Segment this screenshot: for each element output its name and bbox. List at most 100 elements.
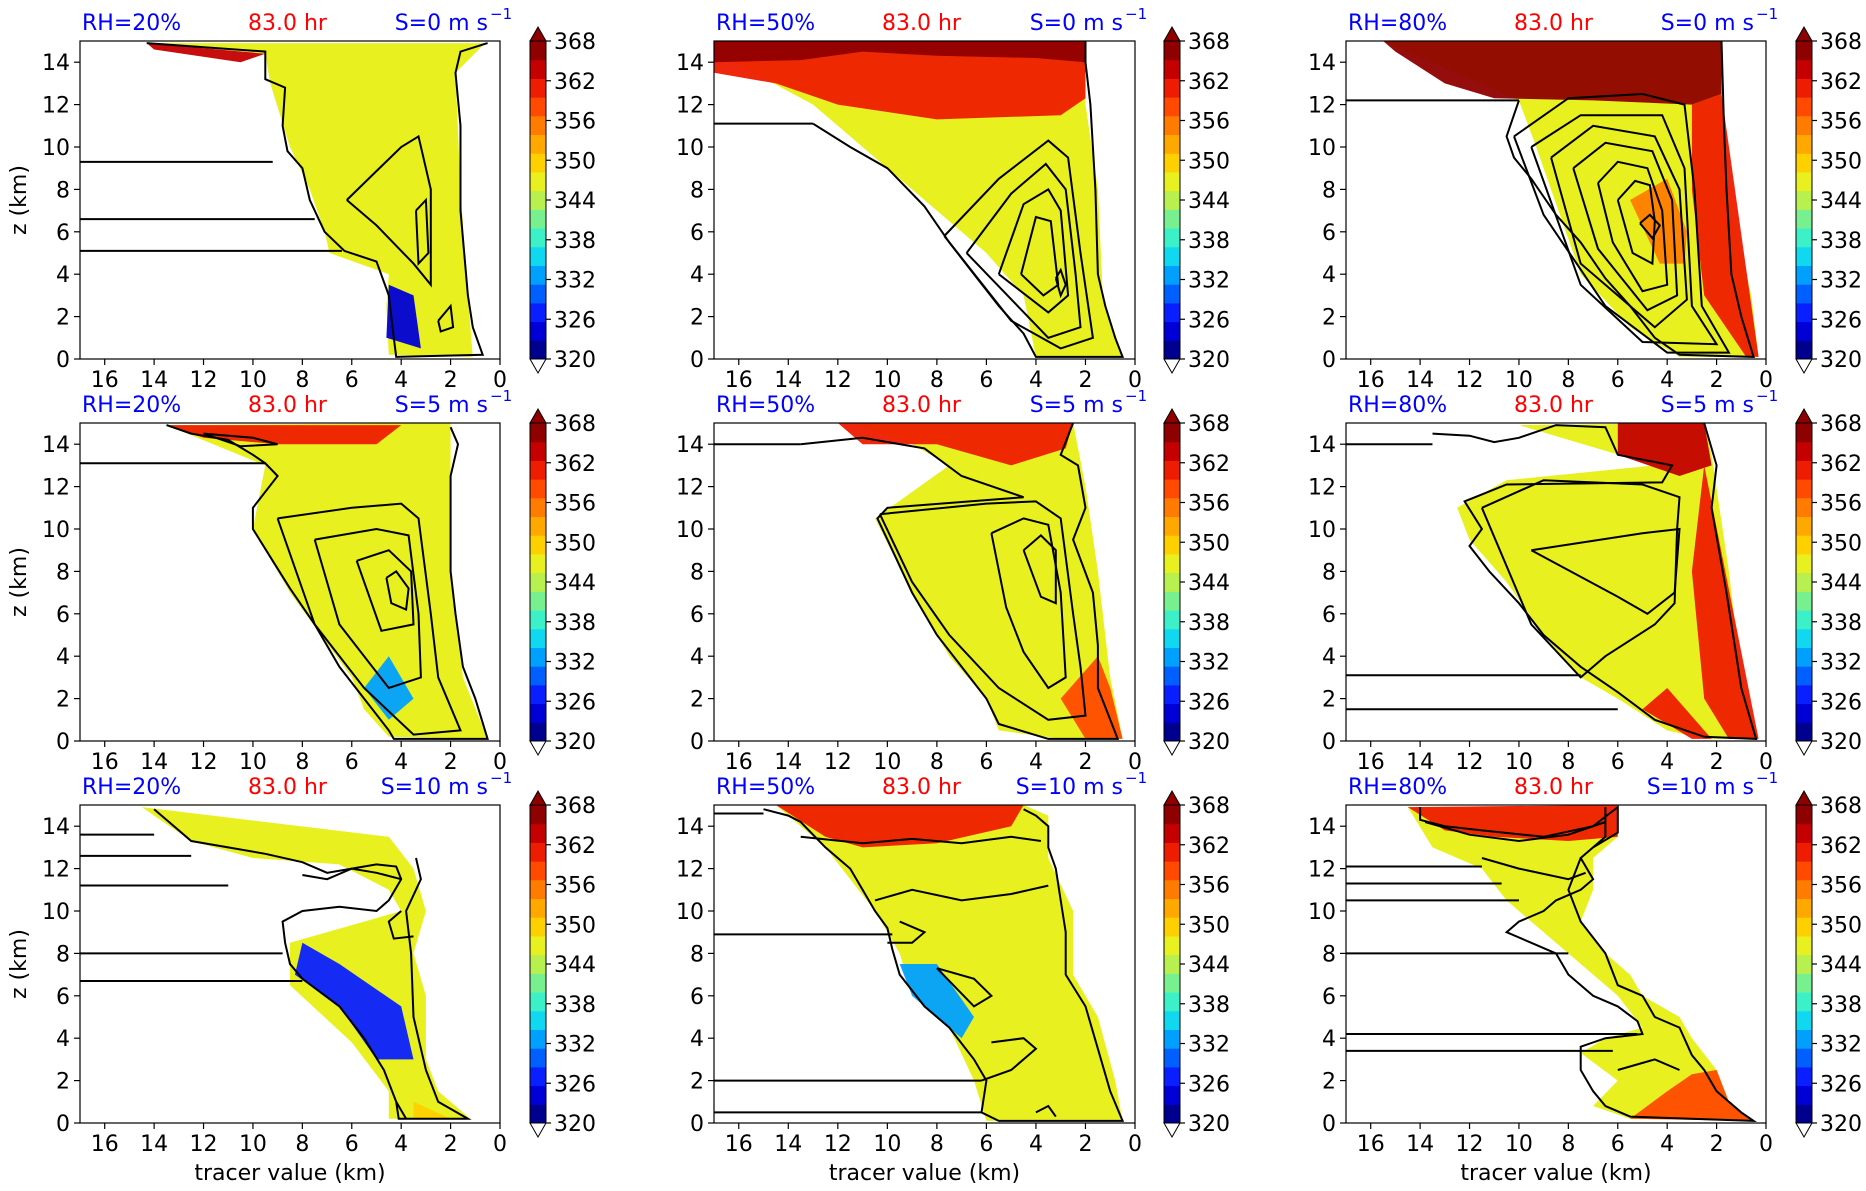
colorbar-segment [1796,805,1812,825]
colorbar-segment [530,917,546,937]
x-tick-label: 10 [1505,750,1533,775]
x-tick-label: 2 [444,368,458,393]
y-tick-label: 14 [42,815,70,840]
colorbar-tick-label: 326 [554,690,596,715]
shear-label: S=0 m s [1661,11,1754,36]
x-tick-label: 6 [979,368,993,393]
plot-area [80,423,489,740]
y-tick-label: 4 [1322,1027,1336,1052]
colorbar-segment [1164,1066,1180,1087]
colorbar-segment [1164,879,1180,900]
colorbar-segment [530,1010,546,1030]
x-tick-label: 12 [1456,750,1484,775]
fill-patch-1 [1630,1070,1754,1121]
colorbar: 368 362 356 350 344 338 332 326 320 [1163,789,1230,1139]
colorbar-segment [530,41,546,61]
colorbar-tick-label: 332 [1820,269,1862,294]
colorbar-segment [1164,823,1180,843]
rh-label: RH=20% [82,11,181,36]
colorbar-segment [1796,553,1812,574]
colorbar-segment [1796,516,1812,536]
colorbar-segment [1796,591,1812,611]
y-tick-label: 4 [1322,645,1336,670]
colorbar-segment [1796,423,1812,443]
rh-label: RH=50% [716,393,815,418]
colorbar-segment [1164,842,1180,862]
y-tick-label: 6 [56,221,70,246]
colorbar-tick-label: 356 [1188,874,1230,899]
colorbar-segment [1796,722,1812,742]
x-tick-label: 2 [444,1132,458,1157]
y-tick-label: 0 [56,730,70,755]
y-tick-label: 6 [1322,985,1336,1010]
x-tick-label: 8 [295,368,309,393]
x-tick-label: 0 [493,368,507,393]
y-tick-label: 14 [676,433,704,458]
shear-exponent: −1 [1125,5,1147,23]
contour-line-0 [1480,479,1681,679]
fill-patch-0 [775,805,1024,848]
x-tick-label: 14 [1406,750,1434,775]
x-tick-label: 8 [295,1132,309,1157]
x-tick-label: 12 [190,1132,218,1157]
colorbar-tick-label: 356 [554,492,596,517]
colorbar-segment [530,153,546,173]
x-tick-label: 6 [345,368,359,393]
outline-contour [166,424,489,740]
contour-line-2 [1550,124,1688,329]
colorbar-tick-label: 338 [1188,611,1230,636]
colorbar-tick-label: 356 [1820,110,1862,135]
panel-7: 16 14 12 10 8 6 4 2 0 0 2 4 6 8 10 12 14 RH=20% 83.0 hr S=1… [7,769,596,1186]
colorbar-tick-label: 362 [1188,834,1230,859]
x-tick-label: 8 [930,1132,944,1157]
colorbar-segment [1796,321,1812,341]
x-tick-label: 12 [824,368,852,393]
colorbar-tick-label: 350 [554,913,596,938]
colorbar-tick-label: 332 [1188,1033,1230,1058]
fill-patch-1 [1060,656,1123,739]
y-tick-label: 8 [56,560,70,585]
x-tick-label: 4 [1029,1132,1043,1157]
x-tick-label: 16 [91,368,119,393]
colorbar-segment [1796,842,1812,862]
colorbar-max-extend [529,407,547,424]
colorbar-tick-label: 356 [554,110,596,135]
plot-frame [713,804,1136,1124]
colorbar-segment [530,954,546,974]
rh-label: RH=50% [716,11,815,36]
colorbar-tick-label: 320 [554,1112,596,1137]
y-axis-label: z (km) [7,929,32,999]
y-tick-label: 2 [690,1070,704,1095]
x-tick-label: 16 [91,1132,119,1157]
contour-line-0 [800,835,1042,845]
colorbar-segment [530,553,546,574]
plot-frame [1345,804,1767,1124]
x-tick-label: 12 [190,368,218,393]
colorbar-segment [530,190,546,210]
colorbar-tick-label: 344 [1188,189,1230,214]
colorbar-tick-label: 368 [1820,794,1862,819]
outline-contour [800,423,1120,740]
colorbar-tick-label: 350 [1188,531,1230,556]
colorbar-tick-label: 344 [554,571,596,596]
colorbar-segment [530,898,546,918]
shaded-region [1457,423,1759,739]
colorbar-segment [1796,284,1812,304]
colorbar-segment [1796,1029,1812,1049]
colorbar-segment [530,591,546,611]
colorbar-segment [1796,171,1812,192]
y-tick-label: 10 [1308,136,1336,161]
shear-exponent: −1 [1756,387,1778,405]
y-tick-label: 0 [1322,1112,1336,1137]
colorbar-tick-label: 362 [1820,70,1862,95]
contour-line-1 [387,910,414,940]
colorbar-segment [1796,265,1812,285]
colorbar-tick-label: 320 [554,348,596,373]
y-tick-label: 6 [1322,221,1336,246]
contour-line-2 [1022,534,1057,605]
y-tick-label: 4 [56,263,70,288]
y-tick-label: 0 [1322,730,1336,755]
colorbar: 368 362 356 350 344 338 332 326 320 [1795,407,1862,757]
outline-contour [812,41,1125,358]
colorbar-max-extend [1163,789,1181,806]
